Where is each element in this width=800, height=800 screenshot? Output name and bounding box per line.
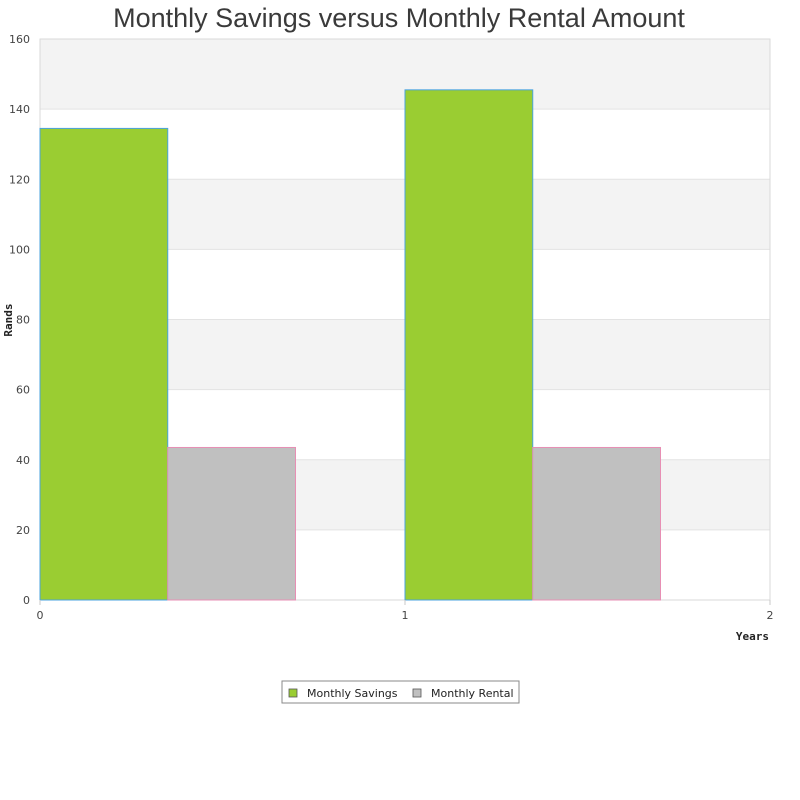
- y-tick-label: 0: [23, 594, 30, 607]
- bar-monthly-savings: [39, 127, 169, 601]
- bar-monthly-rental: [532, 446, 661, 601]
- y-tick-label: 140: [9, 103, 30, 116]
- x-axis-title: Years: [736, 630, 769, 643]
- legend-swatch-monthly-rental: [412, 688, 422, 698]
- bar-monthly-rental: [167, 446, 296, 601]
- legend: Monthly Savings Monthly Rental: [281, 680, 520, 704]
- y-tick-label: 160: [9, 33, 30, 46]
- x-tick-label: 1: [402, 609, 409, 622]
- y-axis-ticks: 0 20 40 60 80 100 120 140 160: [9, 33, 30, 607]
- y-tick-label: 120: [9, 173, 30, 186]
- y-tick-label: 60: [16, 384, 30, 397]
- bars: [39, 89, 661, 601]
- chart-title: Monthly Savings versus Monthly Rental Am…: [113, 3, 685, 33]
- legend-box: [281, 680, 520, 704]
- legend-label-monthly-savings: Monthly Savings: [307, 687, 398, 700]
- y-tick-label: 100: [9, 243, 30, 256]
- y-axis-title: Rands: [2, 303, 15, 336]
- bar-monthly-savings: [404, 89, 534, 601]
- y-tick-label: 80: [16, 314, 30, 327]
- y-tick-label: 40: [16, 454, 30, 467]
- x-tick-label: 2: [767, 609, 774, 622]
- x-axis-ticks: 0 1 2: [37, 600, 774, 622]
- y-tick-label: 20: [16, 524, 30, 537]
- legend-swatch-monthly-savings: [288, 688, 298, 698]
- legend-label-monthly-rental: Monthly Rental: [431, 687, 514, 700]
- x-tick-label: 0: [37, 609, 44, 622]
